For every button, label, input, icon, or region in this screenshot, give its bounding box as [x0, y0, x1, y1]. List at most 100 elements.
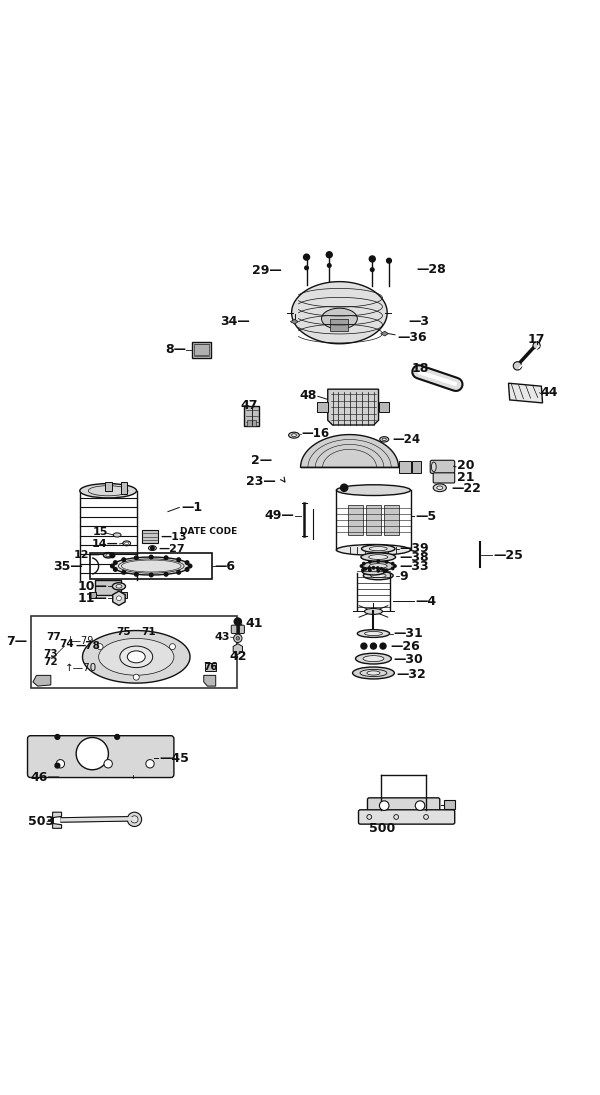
Ellipse shape	[362, 568, 385, 575]
Text: ↑—70: ↑—70	[65, 664, 97, 673]
Ellipse shape	[369, 546, 387, 551]
Ellipse shape	[337, 485, 410, 496]
Text: 14—: 14—	[92, 539, 119, 549]
Ellipse shape	[113, 533, 121, 537]
Text: 23—: 23—	[246, 475, 275, 488]
Polygon shape	[292, 281, 387, 344]
Circle shape	[131, 816, 138, 823]
Ellipse shape	[364, 632, 382, 635]
Circle shape	[113, 567, 117, 572]
Circle shape	[383, 568, 385, 572]
FancyBboxPatch shape	[231, 625, 244, 634]
Ellipse shape	[362, 545, 395, 553]
Bar	[31, 616, 236, 688]
Ellipse shape	[322, 308, 358, 330]
Circle shape	[164, 556, 168, 560]
Text: —33: —33	[399, 560, 429, 573]
Ellipse shape	[289, 433, 299, 438]
Polygon shape	[53, 812, 62, 828]
Ellipse shape	[116, 596, 121, 601]
Text: 44: 44	[541, 387, 558, 400]
Bar	[349, 505, 363, 535]
Ellipse shape	[369, 564, 387, 568]
Bar	[366, 505, 380, 535]
Bar	[412, 461, 421, 473]
Bar	[331, 319, 349, 331]
Text: —28: —28	[416, 263, 446, 276]
Circle shape	[380, 567, 383, 570]
Circle shape	[305, 266, 308, 269]
Text: —27: —27	[158, 544, 185, 554]
Circle shape	[236, 636, 239, 641]
Circle shape	[134, 556, 138, 560]
Text: 35—: 35—	[53, 560, 83, 573]
Circle shape	[115, 735, 119, 739]
Circle shape	[415, 800, 425, 810]
Bar	[192, 342, 211, 357]
Text: 29—: 29—	[251, 264, 281, 277]
Bar	[89, 553, 212, 578]
Ellipse shape	[367, 671, 380, 675]
FancyBboxPatch shape	[433, 473, 455, 483]
Bar	[120, 592, 127, 598]
Text: 34—: 34—	[220, 315, 250, 328]
Circle shape	[328, 264, 331, 267]
Text: 77: 77	[46, 632, 61, 642]
Circle shape	[169, 644, 175, 649]
Text: —38: —38	[399, 551, 429, 564]
Text: 503: 503	[28, 816, 54, 828]
Ellipse shape	[337, 544, 410, 555]
Circle shape	[385, 569, 388, 572]
Circle shape	[377, 567, 379, 569]
Ellipse shape	[106, 554, 110, 556]
Text: 18: 18	[412, 361, 429, 374]
Circle shape	[149, 555, 153, 558]
Text: 48: 48	[299, 389, 317, 402]
Polygon shape	[328, 389, 379, 425]
Circle shape	[394, 565, 396, 567]
Bar	[244, 406, 259, 426]
Text: —4: —4	[415, 595, 436, 608]
Circle shape	[379, 800, 389, 810]
Ellipse shape	[433, 484, 446, 492]
Bar	[89, 592, 96, 598]
Circle shape	[383, 570, 386, 573]
Circle shape	[386, 258, 391, 263]
Polygon shape	[33, 676, 51, 687]
Text: —32: —32	[396, 668, 426, 681]
Circle shape	[164, 573, 168, 576]
Circle shape	[362, 568, 364, 572]
Text: —78: —78	[76, 641, 101, 652]
Circle shape	[513, 361, 521, 370]
Bar	[247, 419, 256, 426]
Circle shape	[370, 268, 374, 272]
Circle shape	[113, 561, 117, 564]
Circle shape	[122, 570, 125, 574]
Text: —5: —5	[415, 510, 436, 523]
Ellipse shape	[380, 437, 389, 442]
Bar	[194, 344, 209, 355]
Circle shape	[122, 557, 125, 562]
Circle shape	[533, 342, 540, 349]
Ellipse shape	[98, 638, 174, 676]
Bar	[444, 800, 455, 809]
Ellipse shape	[368, 555, 388, 560]
Ellipse shape	[437, 486, 443, 489]
Text: —16: —16	[302, 427, 330, 440]
Ellipse shape	[382, 438, 386, 440]
Ellipse shape	[358, 630, 389, 637]
Bar	[95, 579, 121, 596]
Ellipse shape	[120, 646, 152, 668]
Text: 8—: 8—	[165, 343, 186, 356]
Text: 76: 76	[203, 662, 218, 672]
Text: —30: —30	[393, 654, 423, 667]
Circle shape	[377, 560, 379, 563]
Circle shape	[56, 760, 65, 768]
Text: —3: —3	[408, 315, 429, 328]
Circle shape	[304, 254, 310, 261]
Text: —6: —6	[215, 560, 236, 573]
Circle shape	[185, 567, 189, 572]
Ellipse shape	[364, 609, 382, 614]
Circle shape	[188, 564, 192, 568]
Text: 72: 72	[44, 657, 58, 667]
